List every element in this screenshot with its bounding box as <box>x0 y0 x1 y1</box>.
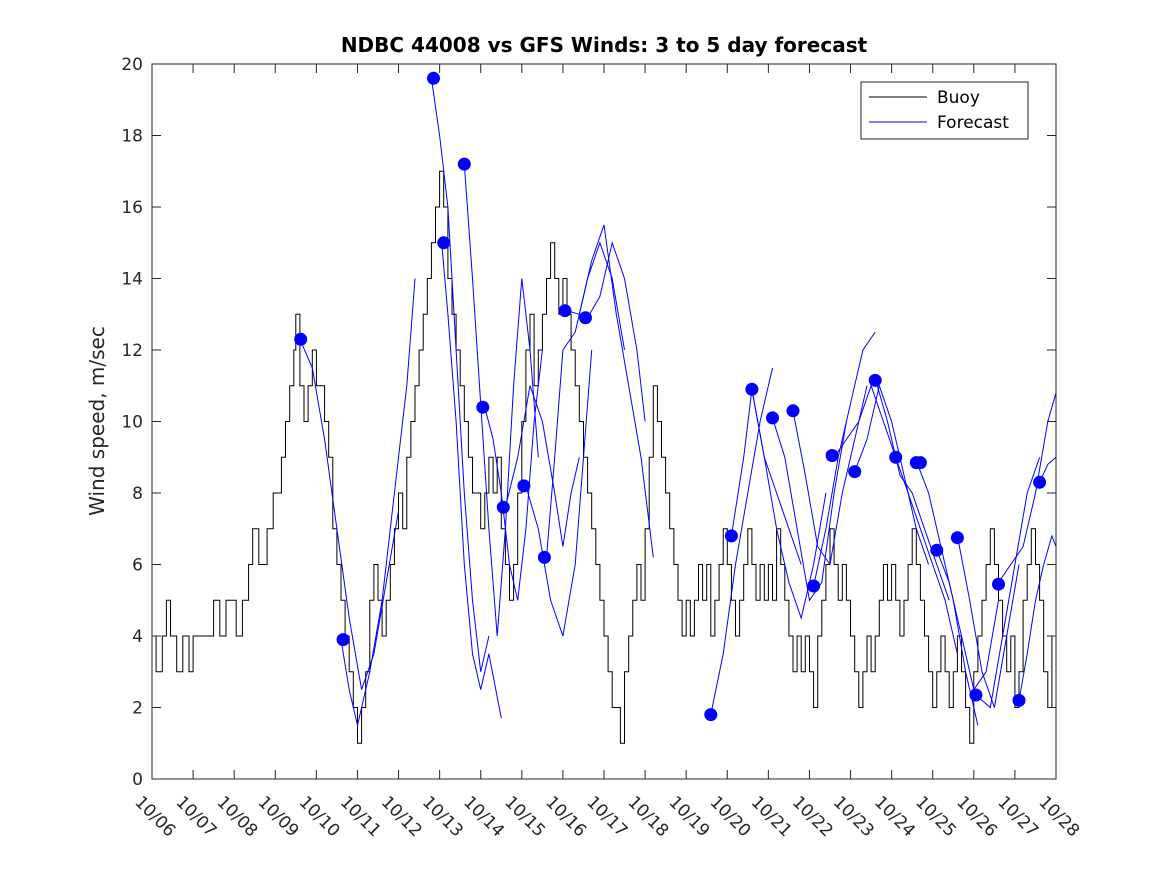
forecast-init-marker-18 <box>848 465 862 479</box>
forecast-series-line-5 <box>484 349 543 601</box>
y-tick-label: 14 <box>121 270 143 290</box>
forecast-series-line-13 <box>751 389 827 620</box>
forecast-series-line-14 <box>772 417 847 602</box>
y-axis-ticks: 0 2 4 6 8 10 12 14 16 18 20 <box>121 55 1056 790</box>
y-tick-label: 16 <box>121 198 143 218</box>
forecast-series-line-23 <box>956 535 1020 708</box>
forecast-series-line-17 <box>833 384 897 458</box>
forecast-series-line-9 <box>566 224 654 558</box>
forecast-init-marker-8 <box>537 550 551 564</box>
forecast-series-line-6 <box>504 385 580 547</box>
forecast-series-line-25 <box>998 392 1056 583</box>
y-tick-label: 8 <box>132 484 143 504</box>
forecast-init-marker-16 <box>807 579 821 593</box>
forecast-series-line-7 <box>525 349 593 637</box>
y-tick-label: 10 <box>121 413 143 433</box>
forecast-series-line-10 <box>587 240 646 422</box>
forecast-series-line-11 <box>710 367 773 715</box>
y-tick-label: 4 <box>132 627 143 647</box>
forecast-series-line-16 <box>813 331 876 587</box>
forecast-init-marker-15 <box>786 404 800 418</box>
forecast-init-marker-27 <box>1012 693 1026 707</box>
forecast-init-marker-20 <box>889 450 903 464</box>
y-tick-label: 6 <box>132 556 143 576</box>
forecast-init-marker-1 <box>336 633 350 647</box>
forecast-series-line-2 <box>430 78 490 672</box>
forecast-init-marker-11 <box>704 708 718 722</box>
forecast-series-line-18 <box>854 383 930 565</box>
forecast-series-line-19 <box>874 378 950 601</box>
forecast-init-marker-13 <box>745 382 759 396</box>
forecast-init-marker-25 <box>969 688 983 702</box>
legend-buoy-label: Buoy <box>937 88 980 108</box>
forecast-init-marker-3 <box>437 236 451 250</box>
forecast-init-marker-28 <box>1033 475 1047 489</box>
legend: Buoy Forecast <box>860 81 1029 140</box>
legend-box <box>860 81 1029 140</box>
y-tick-label: 18 <box>121 127 143 147</box>
forecast-series-line-15 <box>792 385 868 566</box>
forecast-series-line-22 <box>936 550 999 691</box>
forecast-init-marker-5 <box>476 400 490 414</box>
forecast-init-marker-6 <box>496 500 510 514</box>
forecast-init-marker-4 <box>457 157 471 171</box>
forecast-init-marker-0 <box>294 332 308 346</box>
forecast-series-line-3 <box>441 242 502 719</box>
forecast-series-line-27 <box>1039 456 1056 483</box>
y-tick-label: 20 <box>121 55 143 75</box>
forecast-init-marker-2 <box>427 71 440 85</box>
forecast-init-marker-14 <box>766 411 779 425</box>
forecast-series-line-26 <box>1018 534 1056 701</box>
forecast-init-marker-24 <box>950 531 964 545</box>
forecast-series-line-20 <box>895 457 958 655</box>
y-tick-label: 0 <box>132 770 143 790</box>
forecast-init-marker-23 <box>930 543 944 557</box>
forecast-init-marker-10 <box>579 311 592 325</box>
forecast-series-line-24 <box>977 457 1041 709</box>
forecast-init-marker-7 <box>517 479 531 493</box>
chart-title: NDBC 44008 vs GFS Winds: 3 to 5 day fore… <box>341 33 868 57</box>
forecast-init-marker-22 <box>913 456 927 470</box>
y-axis-label: Wind speed, m/sec <box>85 326 109 516</box>
forecast-series-line-0 <box>299 339 399 690</box>
forecast-init-marker-17 <box>825 449 839 462</box>
forecast-init-marker-26 <box>992 577 1005 591</box>
forecast-series-line-4 <box>463 164 539 637</box>
legend-forecast-label: Forecast <box>937 113 1009 133</box>
forecast-init-marker-19 <box>868 373 882 387</box>
forecast-series-line-21 <box>915 460 979 726</box>
forecast-series-line-1 <box>340 278 416 726</box>
buoy-series-line <box>152 170 1056 744</box>
y-tick-label: 2 <box>132 699 143 719</box>
forecast-init-marker-12 <box>724 529 738 543</box>
y-tick-label: 12 <box>121 341 143 361</box>
forecast-init-marker-9 <box>558 304 572 318</box>
